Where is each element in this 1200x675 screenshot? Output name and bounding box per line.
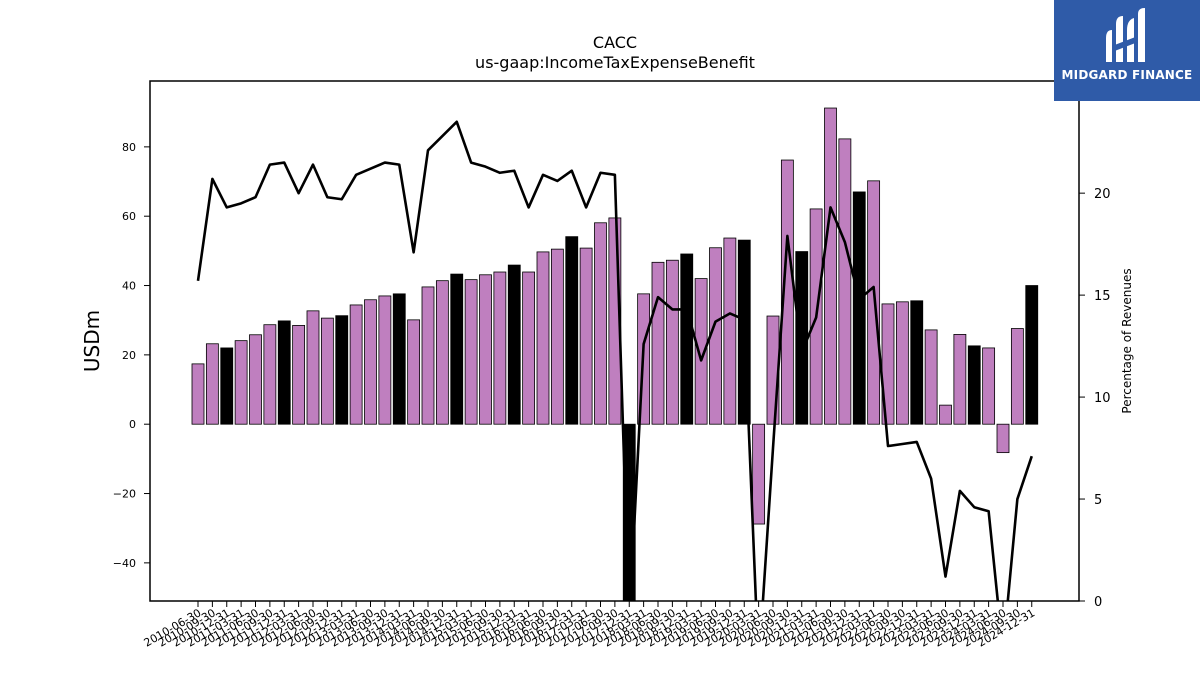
y2-tick-label: 15 [1094, 289, 1111, 304]
bar [1025, 285, 1039, 425]
bar [378, 295, 392, 425]
bar [435, 280, 449, 425]
y2-tick-label: 0 [1094, 595, 1102, 610]
y-axis-label: USDm [80, 310, 104, 372]
bar [1010, 328, 1024, 425]
bar [335, 315, 349, 425]
percentage-line [196, 120, 1033, 601]
bar [392, 293, 406, 425]
chart-subtitle: us-gaap:IncomeTaxExpenseBenefit [475, 53, 755, 72]
y-tick-label: 20 [122, 349, 136, 362]
bar [680, 253, 694, 425]
brand-logo: MIDGARD FINANCE [1054, 0, 1200, 101]
plot-area: −40−20020406080051015202010-06-302010-09… [113, 80, 1111, 650]
bar [852, 191, 866, 425]
bar [565, 236, 579, 425]
bar [895, 301, 909, 425]
y-tick-label: 80 [122, 141, 136, 154]
chart-title: CACC [593, 33, 637, 52]
y2-axis-label: Percentage of Revenues [1120, 268, 1134, 413]
bar [421, 286, 435, 425]
bar [249, 334, 262, 425]
bar [996, 423, 1010, 454]
logo-text: MIDGARD FINANCE [1061, 68, 1193, 82]
logo-mark-icon [1106, 8, 1145, 62]
bar [234, 340, 248, 425]
bar [407, 319, 421, 425]
bar [292, 324, 306, 425]
y2-tick-label: 20 [1094, 187, 1111, 202]
bar [536, 251, 550, 425]
bar [953, 334, 967, 425]
bar [824, 107, 837, 425]
plot-clip-group [191, 107, 1039, 601]
bar [982, 347, 996, 425]
bar [579, 247, 593, 425]
y2-tick-label: 10 [1094, 391, 1111, 406]
y-tick-label: −20 [113, 488, 136, 501]
bar [694, 278, 708, 425]
bar [910, 300, 924, 425]
bar [522, 271, 536, 425]
bar [723, 237, 737, 425]
bar [550, 248, 564, 425]
bar [651, 261, 665, 425]
bar [450, 273, 464, 425]
bar [277, 320, 291, 425]
y-tick-label: 60 [122, 210, 136, 223]
bar [479, 274, 492, 425]
y2-tick-label: 5 [1094, 493, 1102, 508]
bar [364, 299, 377, 425]
bar [939, 404, 952, 425]
bar [924, 329, 938, 425]
bar [795, 251, 809, 425]
bar [349, 304, 363, 425]
bar [263, 324, 277, 425]
bar [306, 310, 320, 425]
bar [205, 343, 219, 425]
bar [493, 271, 507, 425]
bar [665, 259, 679, 425]
bar [967, 345, 981, 425]
y-tick-label: −40 [113, 557, 136, 570]
bar [752, 423, 766, 525]
bar [881, 303, 895, 425]
bar [594, 222, 607, 425]
y-tick-label: 0 [129, 418, 136, 431]
y-tick-label: 40 [122, 280, 136, 293]
bar [838, 138, 852, 425]
bar [191, 363, 205, 425]
bar [320, 317, 334, 425]
bar [220, 347, 234, 425]
bar [464, 279, 478, 425]
bar [507, 264, 521, 425]
bar [867, 180, 881, 425]
